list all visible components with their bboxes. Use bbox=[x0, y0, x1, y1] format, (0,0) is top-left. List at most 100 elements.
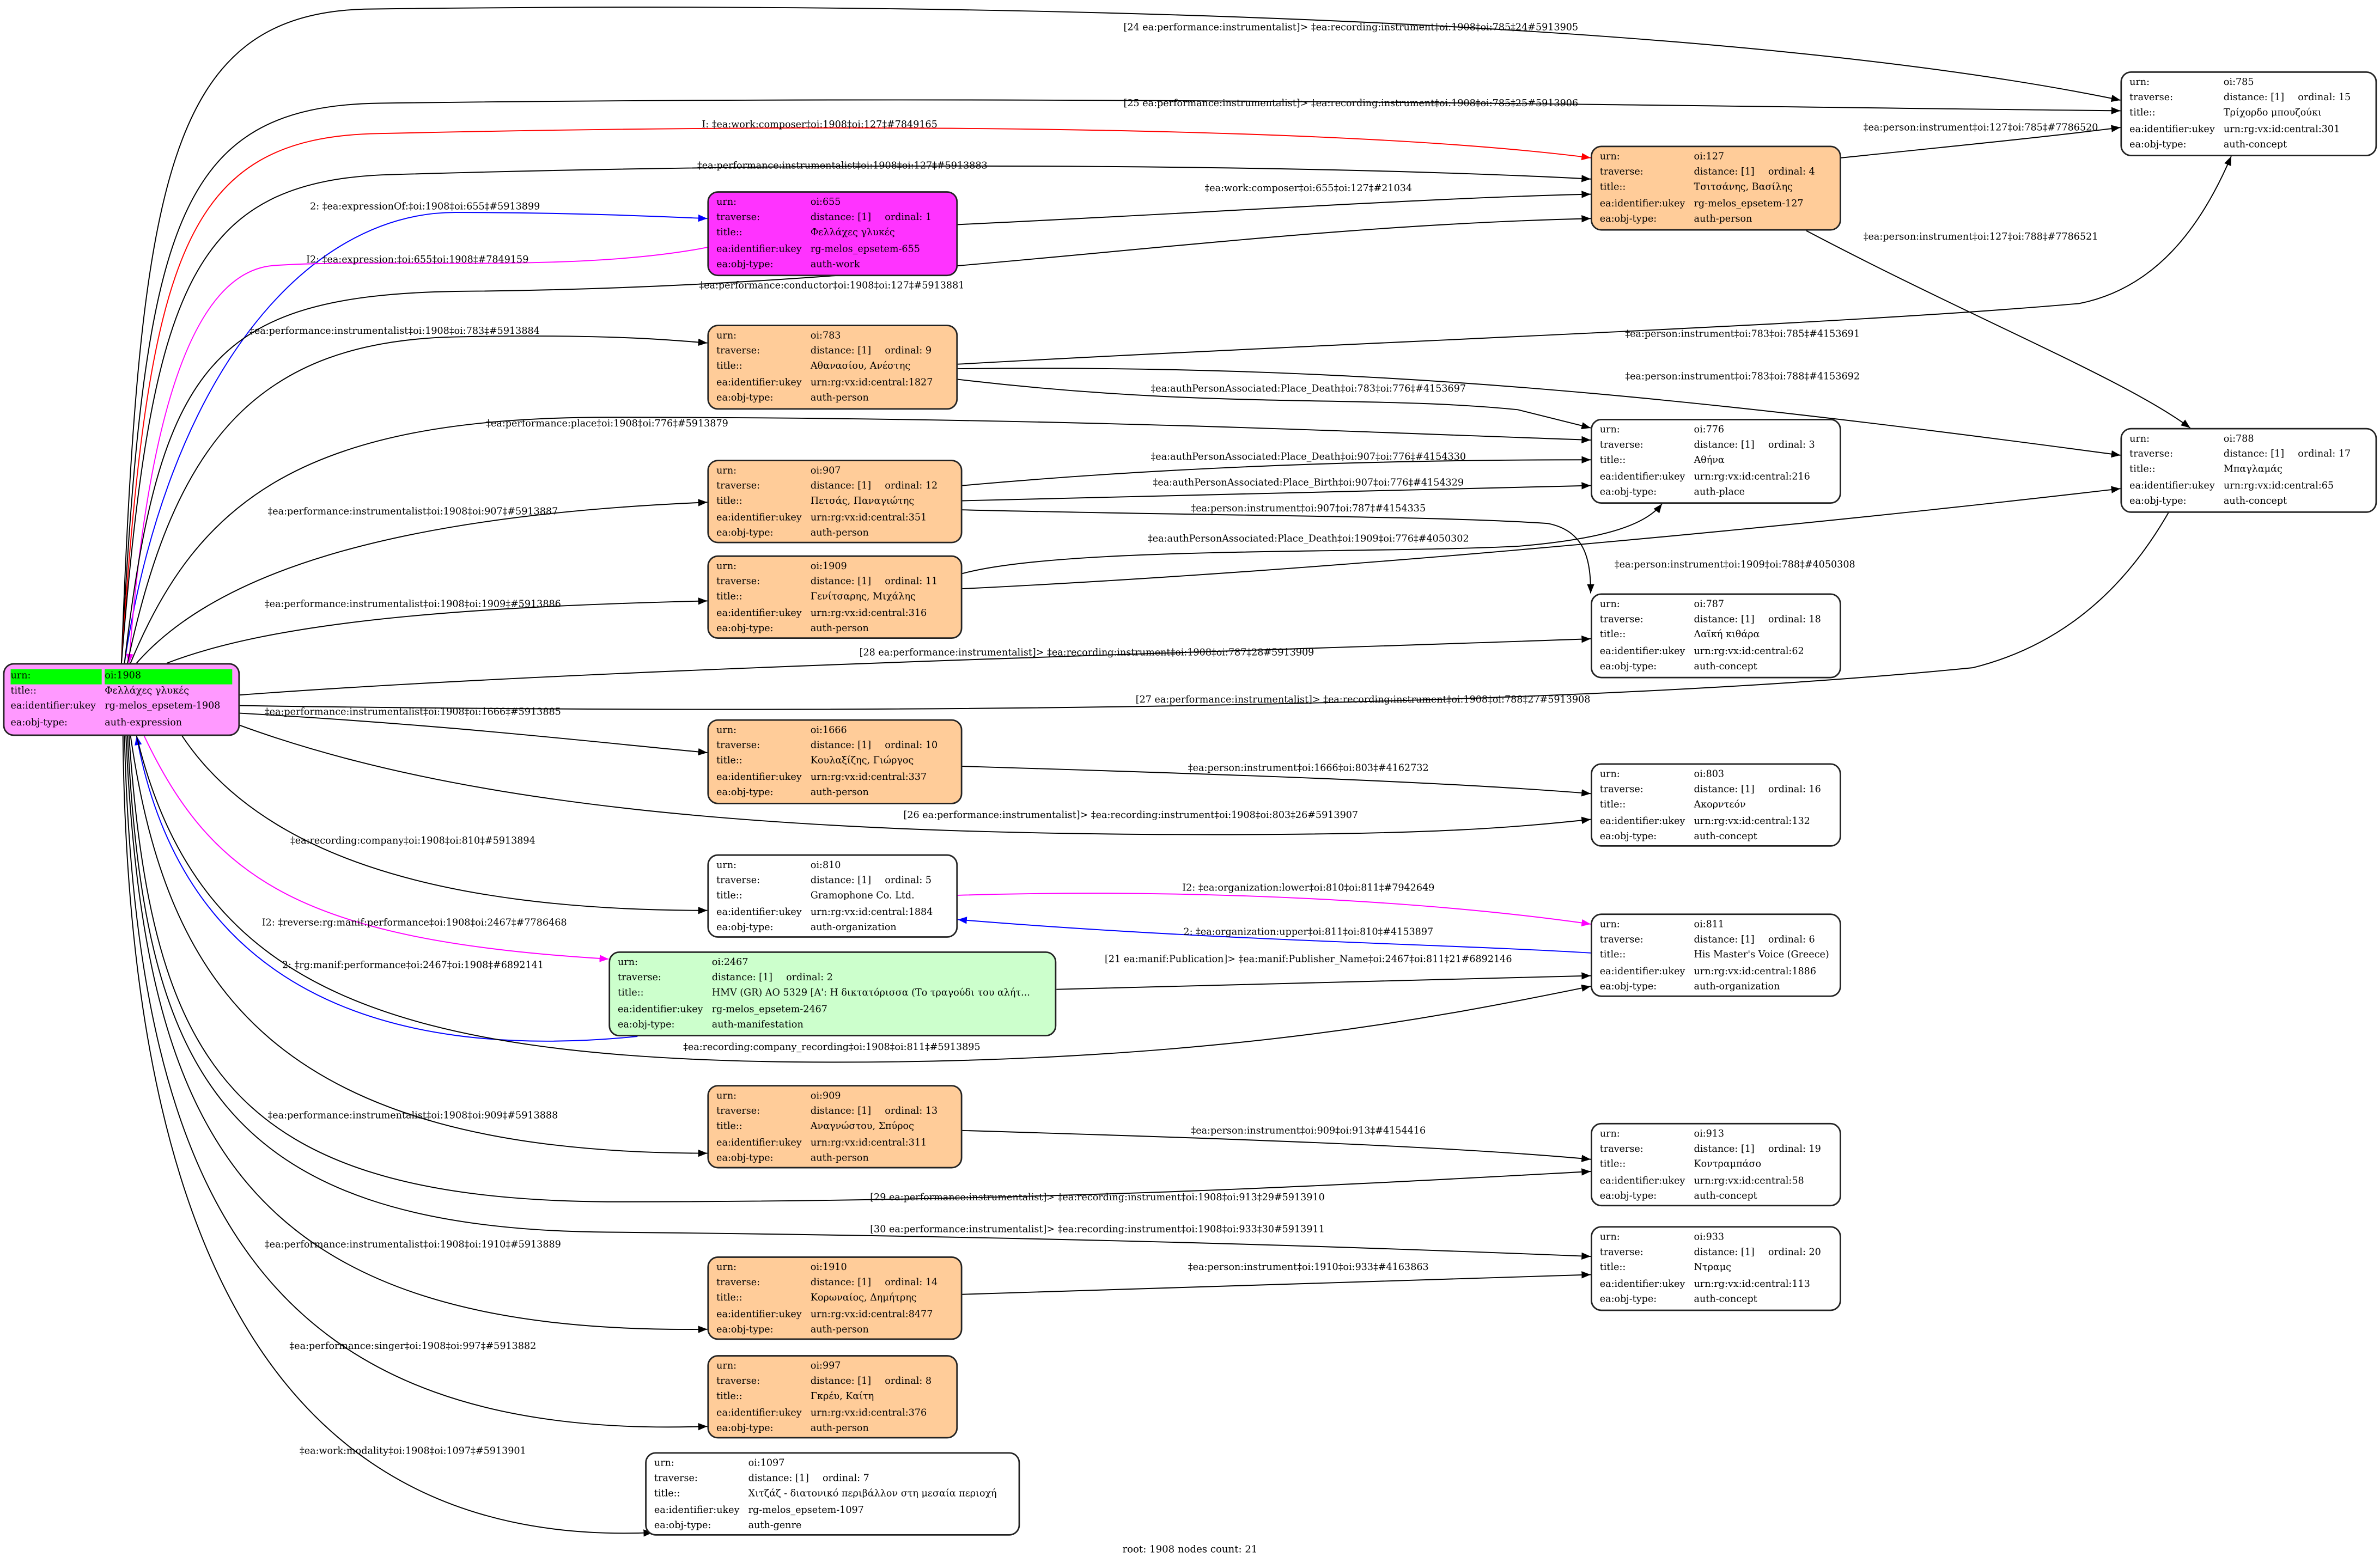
row-value: rg-melos_epsetem-1908 bbox=[105, 701, 221, 712]
node-810[interactable]: urn: oi:810 traverse: distance: [1] ordinal:… bbox=[707, 854, 958, 938]
row-value: auth-concept bbox=[1694, 661, 1757, 672]
edge-1908-1910: ‡ea:performance:instrumentalist‡oi:1908‡… bbox=[125, 736, 708, 1333]
traverse-value: distance: [1] ordinal: 10 bbox=[811, 739, 955, 754]
edge-line bbox=[240, 635, 1591, 696]
row-value: urn:rg:vx:id:central:216 bbox=[1694, 471, 1810, 482]
node-776[interactable]: urn: oi:776 traverse: distance: [1] ordinal:… bbox=[1591, 419, 1841, 504]
edge-label: ‡ea:performance:instrumentalist‡oi:1908‡… bbox=[265, 706, 561, 717]
node-1097[interactable]: urn: oi:1097 traverse: distance: [1] ordinal… bbox=[645, 1452, 1020, 1536]
row-value: Πετσάς, Παναγιώτης bbox=[810, 497, 915, 508]
node-row-ukey: ea:identifier:ukey urn:rg:vx:id:central:8… bbox=[716, 1308, 954, 1323]
node-783[interactable]: urn: oi:783 traverse: distance: [1] ordinal:… bbox=[707, 325, 958, 410]
node-655[interactable]: urn: oi:655 traverse: distance: [1] ordinal:… bbox=[707, 191, 958, 277]
node-row-ukey: ea:identifier:ukey urn:rg:vx:id:central:6… bbox=[2129, 479, 2369, 494]
node-row-traverse: traverse: distance: [1] ordinal: 9 bbox=[716, 345, 950, 360]
node-row-obj_type: ea:obj-type: auth-person bbox=[716, 1421, 950, 1437]
node-row-obj_type: ea:obj-type: auth-concept bbox=[2129, 138, 2369, 153]
distance-value: distance: [1] bbox=[810, 212, 872, 224]
node-2467[interactable]: urn: oi:2467 traverse: distance: [1] ordinal… bbox=[608, 951, 1057, 1037]
row-label: ea:obj-type: bbox=[716, 922, 774, 933]
edge-label: ‡ea:authPersonAssociated:Place_Death‡oi:… bbox=[1151, 451, 1466, 462]
node-row-urn: urn: oi:1909 bbox=[716, 560, 954, 575]
node-row-title: title:: Γενίτσαρης, Μιχάλης bbox=[716, 591, 954, 606]
row-label: urn: bbox=[716, 860, 737, 871]
row-value: auth-concept bbox=[1694, 831, 1757, 842]
edge-1908-127: I: ‡ea:work:composer‡oi:1908‡oi:127‡#784… bbox=[120, 119, 1591, 663]
edge-line bbox=[167, 597, 708, 664]
traverse-value: distance: [1] ordinal: 1 bbox=[811, 211, 950, 227]
row-label: traverse: bbox=[1599, 440, 1644, 451]
edge-1908-2467: I2: ‡reverse:rg:manif:performance‡oi:190… bbox=[143, 735, 609, 962]
edge-line bbox=[240, 470, 2191, 710]
row-label: ea:identifier:ukey bbox=[1599, 815, 1685, 827]
distance-value: distance: [1] bbox=[810, 481, 872, 492]
row-label: title:: bbox=[716, 891, 742, 902]
edge-label: [26 ea:performance:instrumentalist]> ‡ea… bbox=[903, 810, 1358, 821]
ordinal-value: ordinal: 12 bbox=[885, 481, 938, 492]
edge-label: [24 ea:performance:instrumentalist]> ‡ea… bbox=[1124, 22, 1579, 33]
node-997[interactable]: urn: oi:997 traverse: distance: [1] ordinal:… bbox=[707, 1355, 958, 1439]
distance-value: distance: [1] bbox=[1694, 1144, 1755, 1155]
edge-label: ‡ea:person:instrument‡oi:907‡oi:787‡#415… bbox=[1191, 503, 1426, 514]
edge-line bbox=[120, 165, 1591, 663]
node-811[interactable]: urn: oi:811 traverse: distance: [1] ordinal:… bbox=[1591, 913, 1841, 997]
node-row-ukey: ea:identifier:ukey urn:rg:vx:id:central:3… bbox=[716, 1136, 954, 1151]
node-row-obj_type: ea:obj-type: auth-person bbox=[716, 622, 954, 637]
edge-label: ‡ea:performance:instrumentalist‡oi:1908‡… bbox=[249, 326, 540, 337]
row-label: traverse: bbox=[654, 1474, 698, 1485]
edge-line bbox=[130, 736, 708, 1157]
node-row-ukey: ea:identifier:ukey urn:rg:vx:id:central:5… bbox=[1600, 1174, 1834, 1189]
edge-655-127: ‡ea:work:composer‡oi:655‡oi:127‡#21034 bbox=[958, 183, 1591, 225]
node-127[interactable]: urn: oi:127 traverse: distance: [1] ordinal:… bbox=[1591, 145, 1841, 231]
row-label: title:: bbox=[716, 756, 742, 767]
node-909[interactable]: urn: oi:909 traverse: distance: [1] ordinal:… bbox=[707, 1085, 963, 1169]
node-1908[interactable]: urn: oi:1908 title:: Φελλάχες γλυκές ea:iden… bbox=[3, 663, 240, 736]
node-row-traverse: traverse: distance: [1] ordinal: 12 bbox=[716, 480, 954, 495]
node-785[interactable]: urn: oi:785 traverse: distance: [1] ordinal:… bbox=[2120, 71, 2377, 156]
edge-line bbox=[127, 736, 1591, 1260]
edge-line bbox=[143, 735, 609, 962]
row-label: urn: bbox=[654, 1458, 674, 1469]
row-value: oi:909 bbox=[810, 1091, 841, 1102]
row-value: rg-melos_epsetem-2467 bbox=[711, 1004, 827, 1015]
node-row-urn: urn: oi:909 bbox=[716, 1090, 954, 1105]
row-label: urn: bbox=[1599, 1129, 1620, 1140]
edge-line bbox=[124, 212, 708, 663]
node-1909[interactable]: urn: oi:1909 traverse: distance: [1] ordinal… bbox=[707, 555, 963, 639]
node-row-title: title:: Πετσάς, Παναγιώτης bbox=[716, 495, 954, 510]
distance-value: distance: [1] bbox=[2223, 449, 2285, 460]
node-787[interactable]: urn: oi:787 traverse: distance: [1] ordinal:… bbox=[1591, 593, 1841, 679]
row-value: Κοντραμπάσο bbox=[1694, 1159, 1762, 1171]
node-row-ukey: ea:identifier:ukey urn:rg:vx:id:central:1… bbox=[1600, 814, 1834, 829]
node-933[interactable]: urn: oi:933 traverse: distance: [1] ordinal:… bbox=[1591, 1226, 1841, 1311]
graph-footer: root: 1908 nodes count: 21 bbox=[1122, 1543, 1258, 1555]
row-label: ea:obj-type: bbox=[618, 1019, 675, 1030]
node-913[interactable]: urn: oi:913 traverse: distance: [1] ordinal:… bbox=[1591, 1122, 1841, 1207]
edge-label: ‡ea:person:instrument‡oi:1910‡oi:933‡#41… bbox=[1188, 1262, 1429, 1273]
distance-value: distance: [1] bbox=[711, 973, 773, 984]
node-1910[interactable]: urn: oi:1910 traverse: distance: [1] ordinal… bbox=[707, 1256, 963, 1340]
node-907[interactable]: urn: oi:907 traverse: distance: [1] ordinal:… bbox=[707, 460, 963, 544]
node-row-urn: urn: oi:787 bbox=[1600, 598, 1834, 613]
edge-1908-655: 2: ‡ea:expressionOf:‡oi:1908‡oi:655‡#591… bbox=[124, 202, 708, 663]
row-label: title:: bbox=[716, 592, 742, 603]
node-1666[interactable]: urn: oi:1666 traverse: distance: [1] ordinal… bbox=[707, 719, 963, 804]
edge-line bbox=[120, 127, 1591, 663]
row-value: urn:rg:vx:id:central:58 bbox=[1694, 1175, 1804, 1186]
edge-line bbox=[1806, 230, 2191, 429]
edge-label: ‡ea:performance:conductor‡oi:1908‡oi:127… bbox=[699, 280, 964, 291]
ordinal-value: ordinal: 1 bbox=[885, 212, 932, 224]
node-803[interactable]: urn: oi:803 traverse: distance: [1] ordinal:… bbox=[1591, 763, 1841, 847]
node-row-urn: urn: oi:810 bbox=[716, 859, 950, 874]
edge-1908-127: ‡ea:performance:instrumentalist‡oi:1908‡… bbox=[120, 160, 1591, 663]
edge-127-785: ‡ea:person:instrument‡oi:127‡oi:785‡#778… bbox=[1841, 123, 2121, 158]
node-row-traverse: traverse: distance: [1] ordinal: 5 bbox=[716, 874, 950, 889]
row-value: oi:1910 bbox=[810, 1262, 847, 1273]
row-value: urn:rg:vx:id:central:132 bbox=[1694, 815, 1810, 827]
edge-line bbox=[136, 736, 1591, 1063]
node-row-urn: urn: oi:127 bbox=[1600, 150, 1834, 166]
row-label: ea:obj-type: bbox=[716, 1153, 774, 1164]
node-row-obj_type: ea:obj-type: auth-concept bbox=[2129, 494, 2369, 510]
node-row-ukey: ea:identifier:ukey rg-melos_epsetem-1097 bbox=[654, 1503, 1013, 1518]
node-788[interactable]: urn: oi:788 traverse: distance: [1] ordinal:… bbox=[2120, 428, 2377, 513]
